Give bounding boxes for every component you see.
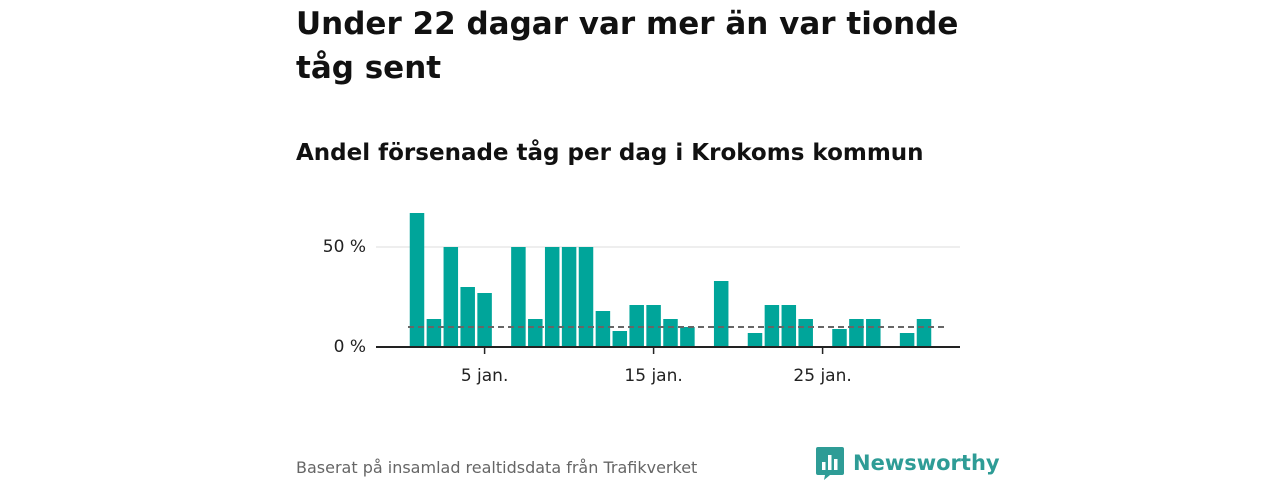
- y-tick-label-50: 50 %: [323, 237, 366, 257]
- bar-day-10: [561, 247, 577, 347]
- source-note: Baserat på insamlad realtidsdata från Tr…: [296, 458, 698, 477]
- bar-day-8: [528, 319, 543, 347]
- bar-day-30: [899, 333, 915, 347]
- x-tick-label-15: 15 jan.: [624, 366, 682, 386]
- bar-day-31: [916, 319, 932, 347]
- bar-day-26: [832, 329, 847, 347]
- bar-day-14: [629, 305, 644, 347]
- newsworthy-logo-text: Newsworthy: [853, 451, 1000, 475]
- bar-day-13: [612, 331, 628, 347]
- bar-day-1: [409, 213, 425, 347]
- bar-day-3: [443, 247, 459, 347]
- bar-day-2: [426, 319, 442, 347]
- bar-day-9: [544, 247, 560, 347]
- axes: 0 % 50 % 5 jan. 15 jan. 25 jan.: [323, 237, 960, 386]
- chart-subtitle: Andel försenade tåg per dag i Krokoms ko…: [296, 140, 924, 166]
- y-tick-label-0: 0 %: [334, 337, 366, 357]
- bars: [409, 213, 932, 347]
- newsworthy-logo-icon: [816, 446, 844, 480]
- bar-day-4: [460, 287, 475, 347]
- bar-day-7: [511, 247, 526, 347]
- bar-day-5: [477, 293, 492, 347]
- newsworthy-logo[interactable]: Newsworthy: [816, 446, 1000, 480]
- bar-day-17: [680, 327, 695, 347]
- x-tick-label-25: 25 jan.: [793, 366, 851, 386]
- bar-day-27: [849, 319, 864, 347]
- bar-day-21: [747, 333, 763, 347]
- bar-day-28: [866, 319, 881, 347]
- bar-day-24: [798, 319, 813, 347]
- bar-chart: 0 % 50 % 5 jan. 15 jan. 25 jan.: [323, 213, 960, 386]
- chart-title: Under 22 dagar var mer än var tionde tåg…: [296, 6, 959, 86]
- bar-day-16: [663, 319, 678, 347]
- bar-day-12: [595, 311, 611, 347]
- bar-day-19: [713, 281, 729, 347]
- bar-day-11: [578, 247, 594, 347]
- x-tick-label-5: 5 jan.: [461, 366, 509, 386]
